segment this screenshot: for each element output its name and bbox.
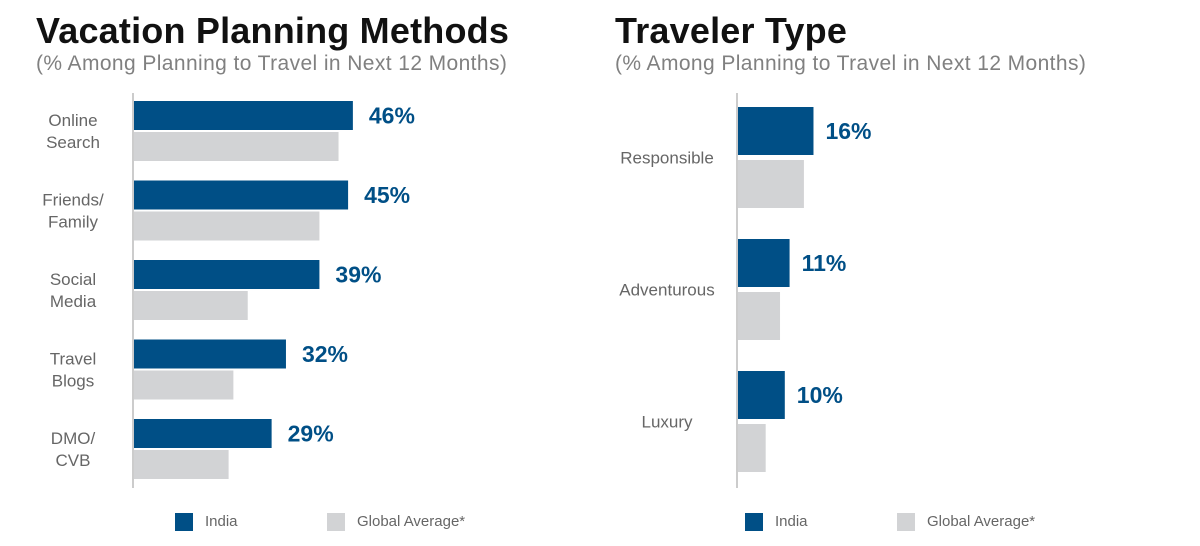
bar-global-average-dmo-cvb [134, 450, 229, 479]
legend-swatch-india [745, 513, 763, 531]
bar-chart-plot: 16% Responsible 11% Adventurous 10% Luxury [619, 93, 872, 488]
category-label-online-search: Online Search [46, 111, 100, 152]
bar-india-online-search [134, 101, 353, 130]
legend-swatch-global-average [327, 513, 345, 531]
chart-title: Traveler Type [615, 10, 848, 51]
legend-label-global-average: Global Average* [357, 513, 466, 530]
value-label-india-luxury: 10% [797, 382, 843, 408]
value-label-india-travel-blogs: 32% [302, 341, 348, 367]
category-label-friends-family: Friends/Family [42, 191, 104, 232]
value-label-india-online-search: 46% [369, 103, 415, 129]
value-label-india-dmo-cvb: 29% [288, 421, 334, 447]
bar-chart-plot: 46% Online Search 45% Friends/Family 39% Socia… [42, 93, 415, 488]
legend-swatch-india [175, 513, 193, 531]
legend-label-india: India [775, 513, 808, 530]
chart-vacation-planning-methods: Vacation Planning Methods (% Among Plann… [36, 10, 510, 531]
bar-global-average-travel-blogs [134, 370, 234, 400]
legend-swatch-global-average [897, 513, 915, 531]
chart-subtitle: (% Among Planning to Travel in Next 12 M… [615, 52, 1087, 75]
chart-subtitle: (% Among Planning to Travel in Next 12 M… [36, 52, 508, 75]
category-label-dmo-cvb: DMO/CVB [51, 429, 96, 470]
bar-india-adventurous [738, 239, 790, 287]
bar-india-travel-blogs [134, 339, 286, 369]
bar-global-average-social-media [134, 291, 248, 320]
category-label-luxury: Luxury [641, 413, 693, 432]
bar-india-responsible [738, 107, 814, 155]
legend-label-global-average: Global Average* [927, 513, 1036, 530]
bar-global-average-luxury [738, 424, 766, 472]
bar-global-average-responsible [738, 160, 804, 208]
chart-title: Vacation Planning Methods [36, 10, 510, 51]
bar-global-average-adventurous [738, 292, 781, 340]
value-label-india-social-media: 39% [335, 262, 381, 288]
bar-global-average-friends-family [134, 211, 320, 241]
bar-global-average-online-search [134, 132, 339, 161]
value-label-india-responsible: 16% [825, 118, 871, 144]
bar-india-friends-family [134, 180, 349, 210]
category-label-travel-blogs: Travel Blogs [50, 350, 97, 391]
category-label-responsible: Responsible [620, 149, 714, 168]
category-label-social-media: Social Media [50, 270, 97, 311]
legend-label-india: India [205, 513, 238, 530]
bar-india-dmo-cvb [134, 419, 272, 448]
category-label-adventurous: Adventurous [619, 281, 714, 300]
bar-india-social-media [134, 260, 320, 289]
value-label-india-adventurous: 11% [802, 250, 847, 276]
value-label-india-friends-family: 45% [364, 182, 410, 208]
bar-india-luxury [738, 371, 785, 419]
chart-traveler-type: Traveler Type (% Among Planning to Trave… [600, 0, 1200, 546]
